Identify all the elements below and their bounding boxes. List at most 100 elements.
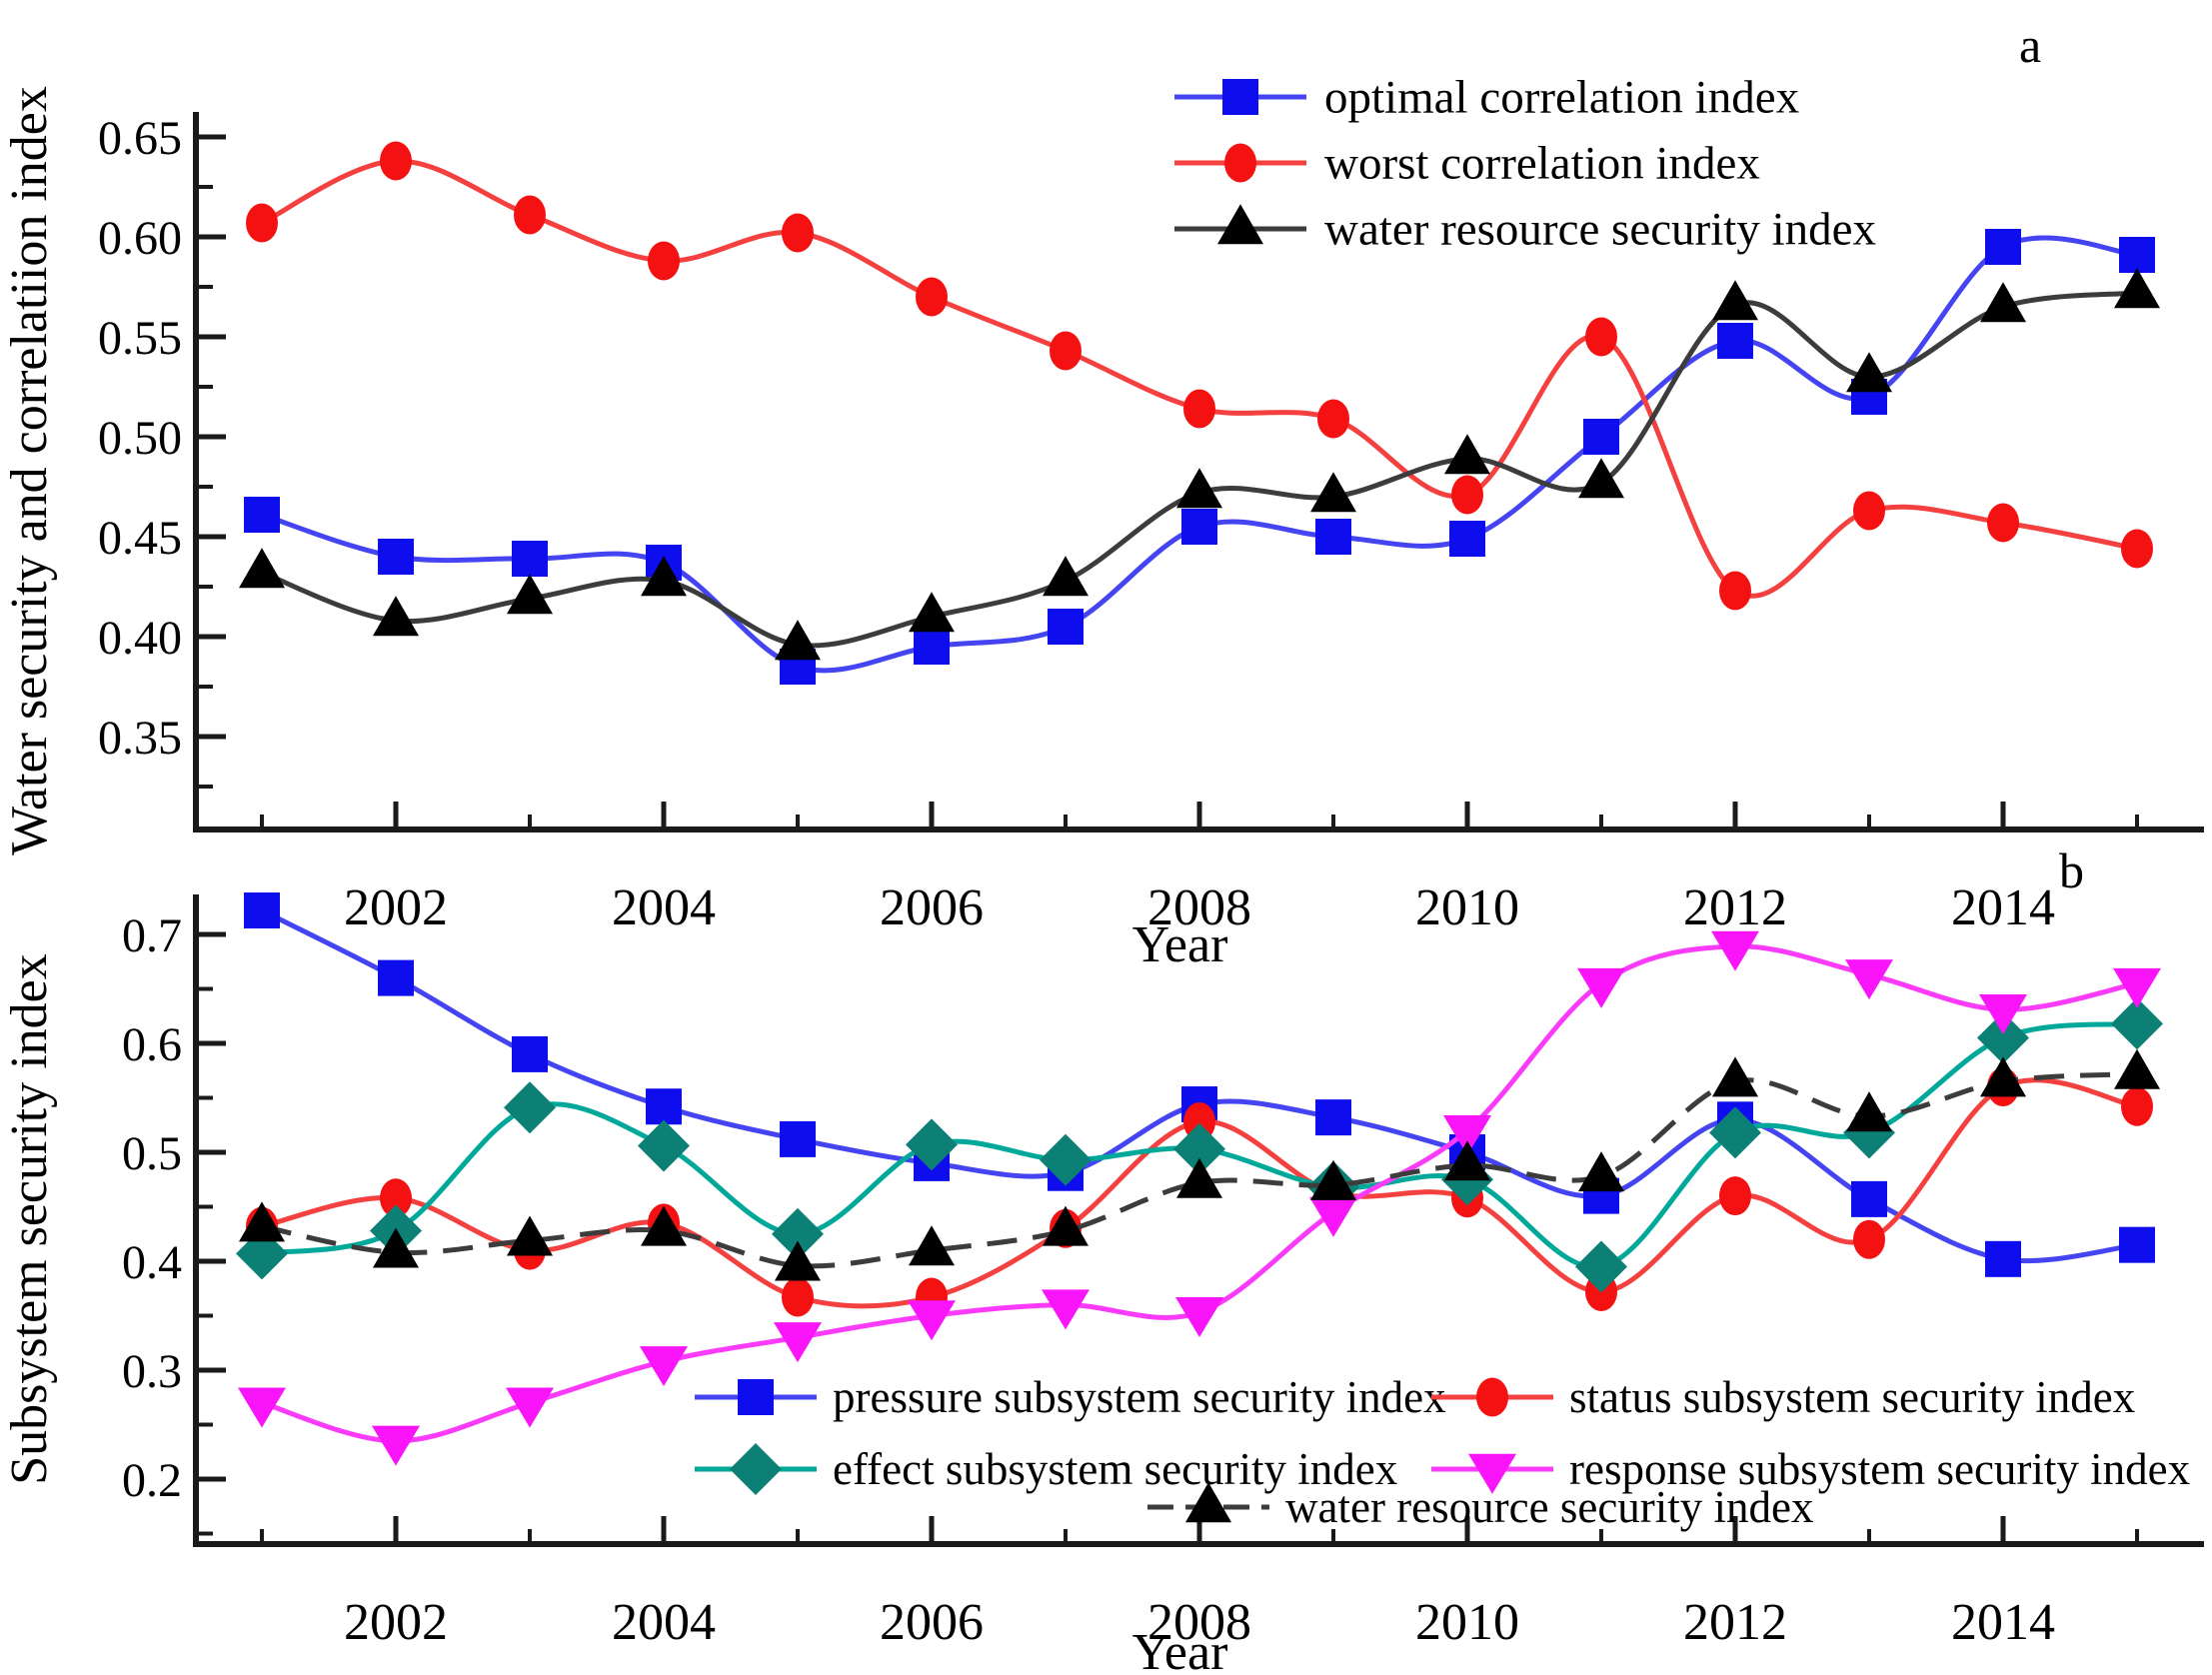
legend-label: water resource security index [1285, 1482, 1814, 1532]
series-line-circle [261, 1077, 2138, 1309]
data-point-marker [1309, 1196, 1357, 1237]
data-point-marker [380, 141, 412, 181]
data-point-marker [1173, 1122, 1225, 1175]
data-point-marker [238, 1387, 286, 1428]
x-tick-label: 2006 [880, 879, 984, 936]
y-tick-label: 0.4 [122, 1236, 182, 1289]
data-point-marker [373, 1227, 419, 1268]
data-point-marker [372, 1425, 420, 1466]
data-point-marker [2119, 237, 2155, 273]
data-point-marker [1711, 930, 1759, 971]
data-point-marker [246, 203, 278, 243]
data-point-marker [1719, 571, 1751, 611]
data-point-marker [1315, 519, 1351, 555]
legend-item: optimal correlation index [1174, 72, 1799, 124]
data-point-marker [1444, 434, 1490, 475]
data-point-marker [1449, 521, 1485, 557]
data-point-marker [1176, 468, 1222, 509]
y-axis-title: Water security and correlatiion index [1, 86, 58, 855]
data-point-marker [906, 1118, 958, 1171]
data-point-marker [373, 596, 419, 637]
data-point-marker [2114, 1048, 2160, 1089]
data-point-marker [782, 1277, 814, 1317]
data-point-marker [638, 1119, 690, 1172]
data-point-marker [641, 556, 687, 597]
panel-b: 0.7 0.6 0.5 0.4 0.3 0.2 2002 2004 2006 2008 2010 20… [1, 842, 2204, 1675]
data-point-marker [916, 277, 948, 317]
data-point-marker [640, 1346, 688, 1387]
x-tick-label: 2002 [344, 879, 448, 936]
series-line-triangle-up [261, 1071, 2138, 1269]
data-point-marker [1853, 491, 1885, 531]
y-axis-title: Subsystem security index [1, 953, 58, 1485]
data-point-marker [914, 629, 950, 665]
data-point-marker [1712, 1056, 1758, 1097]
legend-item: worst correlation index [1174, 138, 1760, 190]
data-point-marker [504, 1081, 556, 1134]
legend-item: pressure subsystem security index [695, 1372, 1446, 1422]
data-point-marker [378, 539, 414, 575]
data-point-marker [1315, 1099, 1351, 1136]
legend-item: response subsystem security index [1431, 1444, 2190, 1494]
data-point-marker [2111, 997, 2163, 1050]
legend-marker-triangle-up [1185, 1482, 1231, 1523]
legend-item: status subsystem security index [1431, 1372, 2135, 1422]
data-point-marker [2114, 268, 2160, 309]
data-point-marker [782, 213, 814, 253]
data-point-marker [1985, 1240, 2021, 1277]
y-tick-label: 0.45 [98, 512, 182, 565]
data-point-marker [512, 1035, 548, 1072]
data-point-marker [2121, 1086, 2153, 1126]
y-tick-label: 0.55 [98, 312, 182, 365]
legend-marker-diamond [730, 1443, 782, 1495]
x-tick-label: 2008 [1147, 879, 1251, 936]
panel-letter: b [2059, 842, 2084, 898]
data-point-marker [1583, 419, 1619, 455]
panel-a: 0.65 0.60 0.55 0.50 0.45 0.40 0.35 2002 2004 2006… [1, 17, 2204, 973]
data-point-marker [1577, 967, 1625, 1008]
data-point-marker [1853, 1219, 1885, 1259]
data-point-marker [1181, 509, 1217, 545]
y-tick-label: 0.5 [122, 1127, 182, 1180]
x-tick-label: 2006 [880, 1594, 984, 1651]
legend-marker-square [738, 1379, 774, 1415]
data-point-marker [909, 1225, 955, 1266]
data-point-marker [514, 195, 546, 235]
data-point-marker [2113, 967, 2161, 1008]
legend-marker-square [1222, 79, 1258, 115]
x-tick-label: 2014 [1951, 879, 2055, 936]
data-point-marker [507, 1215, 553, 1256]
data-point-marker [244, 497, 280, 533]
legend-label: optimal correlation index [1324, 72, 1799, 124]
data-point-marker [1043, 1205, 1089, 1246]
data-point-marker [1709, 1106, 1761, 1159]
data-point-marker [646, 1088, 682, 1125]
data-point-marker [1578, 458, 1624, 499]
x-tick-label: 2002 [344, 1594, 448, 1651]
data-point-marker [780, 1120, 816, 1157]
x-tick-label: 2008 [1147, 1594, 1251, 1651]
data-point-marker [512, 541, 548, 577]
legend-label: pressure subsystem security index [833, 1372, 1446, 1422]
legend-item: effect subsystem security index [695, 1443, 1397, 1495]
data-point-marker [1977, 1011, 2029, 1064]
data-point-marker [1985, 229, 2021, 265]
x-axis-title: Year [1132, 1624, 1228, 1675]
x-axis-title: Year [1132, 916, 1228, 973]
data-point-marker [1578, 1151, 1624, 1192]
data-point-marker [1980, 1056, 2026, 1097]
data-point-marker [1712, 280, 1758, 321]
data-point-marker [239, 548, 285, 589]
y-tick-label: 0.65 [98, 112, 182, 165]
x-tick-label: 2004 [612, 1594, 716, 1651]
legend: optimal correlation index worst correlati… [1174, 72, 1876, 256]
data-point-marker [1717, 323, 1753, 359]
data-point-marker [2121, 529, 2153, 569]
axis-line [193, 894, 2204, 1547]
series-line-triangle-up [261, 290, 2138, 649]
legend-item: water resource security index [1147, 1482, 1814, 1532]
data-point-marker [1845, 959, 1893, 1000]
data-point-marker [1987, 503, 2019, 543]
